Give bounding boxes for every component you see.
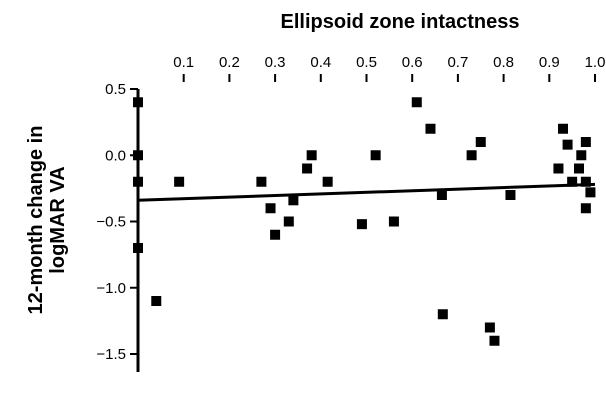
data-point <box>580 176 591 187</box>
data-point <box>580 203 591 214</box>
y-tick-label: 0.0 <box>105 147 126 164</box>
x-tick-label: 1.0 <box>585 54 606 71</box>
data-point <box>411 97 422 108</box>
data-point <box>283 216 294 227</box>
data-point <box>356 219 367 230</box>
data-point <box>425 123 436 134</box>
data-point <box>302 163 313 174</box>
data-point <box>437 309 448 320</box>
data-point <box>133 150 143 161</box>
data-point <box>553 163 564 174</box>
data-point <box>133 176 143 187</box>
y-tick-label: −1.5 <box>96 346 126 363</box>
y-tick-label: −1.0 <box>96 280 126 297</box>
data-point <box>562 139 573 150</box>
y-axis-label-line-2: logMAR VA <box>47 166 69 273</box>
x-axis-ticks: 0.1 0.2 0.3 0.4 0.5 0.6 0.7 0.8 0.9 1.0 <box>173 54 605 82</box>
data-point <box>288 195 299 206</box>
y-tick-label: −0.5 <box>96 214 126 231</box>
x-tick-label: 0.4 <box>310 54 331 71</box>
data-point <box>151 296 162 306</box>
y-axis-ticks: 0.5 0.0 −0.5 −1.0 −1.5 <box>96 81 138 363</box>
chart-title: Ellipsoid zone intactness <box>281 11 520 33</box>
y-tick-label: 0.5 <box>105 81 126 98</box>
data-point <box>574 163 585 174</box>
data-point <box>567 176 578 187</box>
x-tick-label: 0.2 <box>219 54 240 71</box>
data-point <box>580 137 591 147</box>
data-point <box>436 190 447 200</box>
data-point <box>466 150 477 161</box>
data-point <box>558 123 569 134</box>
x-tick-label: 0.1 <box>173 54 194 71</box>
y-axis-label: 12-month change in logMAR VA <box>25 126 69 315</box>
y-axis-label-line-1: 12-month change in <box>25 126 47 315</box>
data-point <box>475 137 486 147</box>
data-point <box>306 150 317 161</box>
data-point <box>576 150 587 161</box>
data-point <box>585 187 596 198</box>
x-tick-label: 0.7 <box>447 54 468 71</box>
x-tick-label: 0.6 <box>402 54 423 71</box>
data-point <box>133 243 143 253</box>
data-point <box>133 97 143 108</box>
data-point <box>484 322 495 333</box>
data-point <box>370 150 381 161</box>
data-point <box>388 216 399 227</box>
trend-line <box>137 182 596 202</box>
x-tick-label: 0.3 <box>265 54 286 71</box>
x-tick-label: 0.8 <box>493 54 514 71</box>
data-point <box>256 176 267 187</box>
x-tick-label: 0.9 <box>539 54 560 71</box>
data-point <box>505 190 516 200</box>
data-point <box>322 176 333 187</box>
data-point <box>489 335 500 346</box>
data-point <box>174 176 185 187</box>
data-point <box>270 229 281 240</box>
data-points <box>133 97 596 346</box>
data-point <box>265 203 276 214</box>
x-tick-label: 0.5 <box>356 54 377 71</box>
